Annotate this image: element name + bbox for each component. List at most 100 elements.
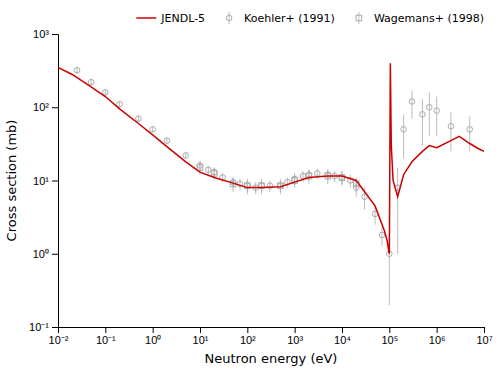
- x-tick-mark: [105, 327, 106, 333]
- x-tick-label: 10⁷: [476, 334, 492, 346]
- legend-item: Wagemans+ (1998): [356, 12, 484, 25]
- x-tick-mark: [389, 327, 390, 333]
- point: [409, 99, 415, 105]
- x-tick: 10⁶: [429, 327, 446, 346]
- marks: [58, 63, 484, 305]
- error-bar: [469, 116, 470, 151]
- x-tick: 10⁰: [145, 327, 161, 346]
- error-bar: [294, 175, 295, 188]
- x-tick: 10¹: [193, 327, 209, 346]
- legend-label: Wagemans+ (1998): [374, 12, 484, 25]
- x-tick-label: 10⁻¹: [96, 334, 116, 346]
- error-bar: [105, 89, 106, 95]
- y-tick: 10⁻¹: [29, 321, 58, 333]
- error-bar: [436, 97, 437, 137]
- legend-swatch: [358, 12, 359, 24]
- point: [434, 108, 440, 114]
- error-bar: [350, 175, 351, 188]
- point: [136, 116, 142, 122]
- x-tick-label: 10⁶: [429, 334, 446, 346]
- point: [183, 153, 189, 159]
- error-bar: [382, 227, 383, 245]
- point: [74, 67, 80, 73]
- x-tick: 10⁻¹: [96, 327, 116, 346]
- y-tick: 10²: [33, 101, 58, 113]
- x-tick-label: 10⁻²: [49, 334, 69, 346]
- y-tick-mark: [52, 327, 58, 328]
- error-bar: [119, 101, 120, 107]
- point: [197, 165, 203, 171]
- legend-swatch: [229, 12, 230, 24]
- x-tick: 10⁻²: [49, 327, 69, 346]
- point: [150, 127, 156, 133]
- error-bar: [166, 138, 167, 143]
- error-bar: [247, 179, 248, 194]
- x-tick-label: 10⁰: [145, 334, 161, 346]
- legend-label: Koehler+ (1991): [244, 12, 335, 25]
- error-bar: [342, 171, 343, 186]
- x-tick-mark: [342, 327, 343, 333]
- plot-area: 10⁻²10⁻¹10⁰10¹10²10³10⁴10⁵10⁶10⁷10⁻¹10⁰1…: [29, 28, 493, 346]
- point: [420, 112, 426, 118]
- x-tick-mark: [153, 327, 154, 333]
- series-1: [74, 67, 472, 305]
- error-bar: [303, 171, 304, 182]
- y-axis: 10⁻¹ 10⁰ 10¹ 10² 10³: [29, 28, 58, 333]
- legend-item: JENDL-5: [136, 12, 205, 25]
- point: [467, 127, 473, 133]
- error-bar: [269, 181, 270, 192]
- point: [206, 167, 212, 173]
- chart: 10⁻²10⁻¹10⁰10¹10²10³10⁴10⁵10⁶10⁷10⁻¹10⁰1…: [0, 0, 500, 371]
- y-axis-title: Cross section (mb): [4, 120, 19, 242]
- point: [103, 89, 109, 95]
- point: [117, 101, 123, 107]
- x-tick: 10²: [240, 327, 256, 346]
- legend-swatch: [226, 15, 232, 21]
- error-bar: [91, 79, 92, 85]
- error-bar: [214, 168, 215, 181]
- error-bar: [450, 112, 451, 151]
- x-tick: 10³: [287, 327, 303, 346]
- x-tick: 10⁴: [334, 327, 351, 346]
- y-tick-label: 10⁻¹: [29, 321, 49, 333]
- point: [379, 232, 385, 238]
- y-tick-label: 10²: [33, 101, 49, 113]
- legend-label: JENDL-5: [160, 12, 205, 25]
- x-tick-label: 10³: [287, 334, 303, 346]
- legend: JENDL-5 Koehler+ (1991) Wagemans+ (1998): [136, 12, 484, 25]
- error-bar: [233, 177, 234, 191]
- y-tick-mark: [52, 181, 58, 182]
- x-tick-label: 10²: [240, 334, 256, 346]
- x-axis: 10⁻² 10⁻¹ 10⁰ 10¹ 10² 10³ 10⁴ 10⁵ 10⁶ 10⁷: [49, 327, 493, 346]
- x-axis-line: [59, 328, 485, 334]
- y-tick-label: 10¹: [33, 175, 49, 187]
- error-bar: [185, 153, 186, 159]
- legend-swatch: [136, 17, 156, 19]
- error-bar: [422, 99, 423, 146]
- y-tick-mark: [52, 34, 58, 35]
- x-tick-label: 10⁴: [334, 334, 351, 346]
- legend-item: Koehler+ (1991): [226, 12, 335, 25]
- point: [448, 123, 454, 129]
- error-bar: [429, 92, 430, 136]
- x-tick-label: 10⁵: [381, 334, 398, 346]
- y-tick: 10⁰: [33, 248, 58, 260]
- x-tick-mark: [437, 327, 438, 333]
- y-axis-line: [52, 35, 59, 328]
- x-tick-mark: [200, 327, 201, 333]
- x-tick: 10⁷: [476, 327, 492, 346]
- y-tick-label: 10⁰: [33, 248, 49, 260]
- x-tick: 10⁵: [381, 327, 398, 346]
- line: [58, 63, 484, 254]
- error-bar: [77, 67, 78, 73]
- y-tick-mark: [52, 254, 58, 255]
- point: [427, 104, 433, 110]
- legend-swatch: [356, 15, 362, 21]
- x-tick-mark: [247, 327, 248, 333]
- point: [164, 138, 170, 144]
- y-tick: 10¹: [33, 175, 58, 187]
- y-tick-label: 10³: [33, 28, 49, 40]
- error-bar: [261, 179, 262, 194]
- x-tick-mark: [484, 327, 485, 333]
- x-tick-mark: [295, 327, 296, 333]
